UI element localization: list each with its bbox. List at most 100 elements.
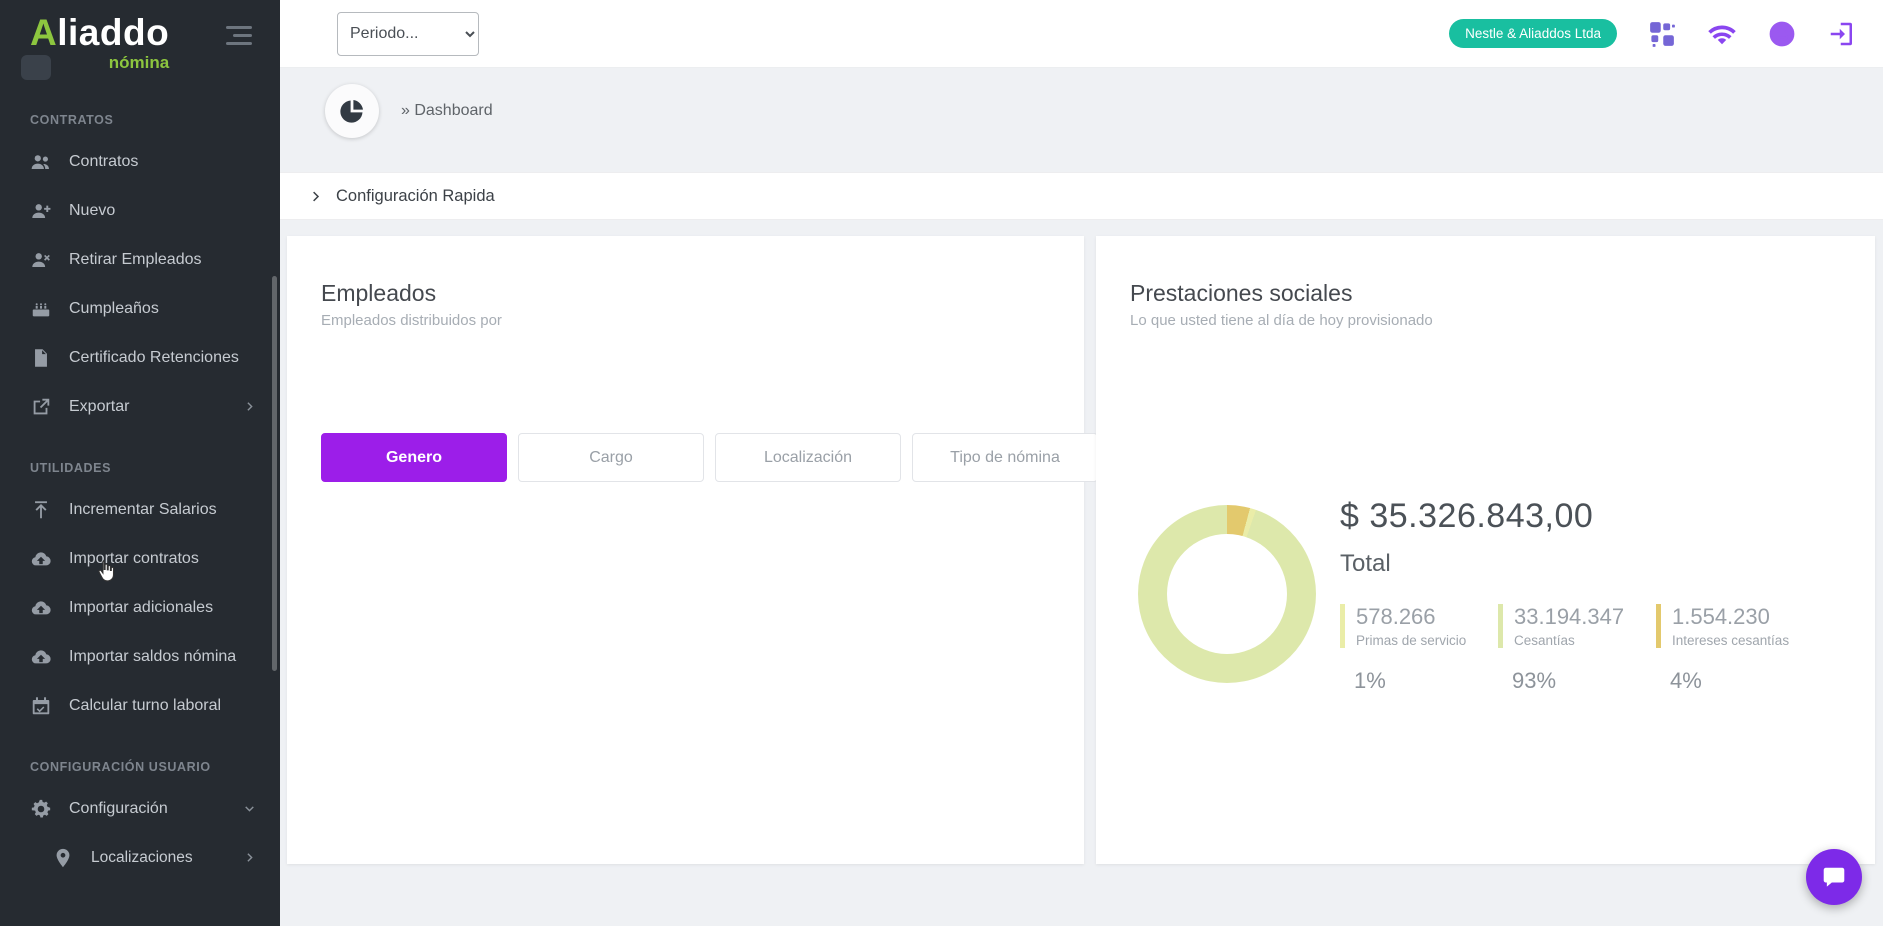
logout-icon[interactable] bbox=[1827, 19, 1857, 49]
section-utilidades: UTILIDADES Incrementar Salarios Importar… bbox=[0, 461, 280, 730]
stat-value: 1.554.230 bbox=[1672, 604, 1770, 629]
sidebar-item-label: Importar adicionales bbox=[69, 598, 214, 616]
sidebar-item-calcular-turno-laboral[interactable]: Calcular turno laboral bbox=[0, 681, 280, 730]
sidebar-nav: CONTRATOS Contratos Nuevo Retirar Emplea… bbox=[0, 113, 280, 882]
topbar-right: Nestle & Aliaddos Ltda bbox=[1449, 19, 1857, 49]
section-title-utilidades: UTILIDADES bbox=[30, 461, 111, 475]
sidebar-item-nuevo[interactable]: Nuevo bbox=[0, 186, 280, 235]
breadcrumb-row: » Dashboard bbox=[280, 68, 1883, 148]
stat-value: 33.194.347 bbox=[1514, 604, 1625, 629]
tab-cargo[interactable]: Cargo bbox=[518, 433, 704, 482]
stat-percent: 4% bbox=[1670, 668, 1702, 693]
apps-grid-icon[interactable] bbox=[1647, 19, 1677, 49]
company-badge[interactable]: Nestle & Aliaddos Ltda bbox=[1449, 19, 1617, 48]
sidebar-item-importar-saldos-nomina[interactable]: Importar saldos nómina bbox=[0, 632, 280, 681]
total-label: Total bbox=[1340, 550, 1391, 577]
prestaciones-title: Prestaciones sociales bbox=[1130, 280, 1353, 306]
chevron-down-icon bbox=[243, 802, 256, 815]
chevron-right-icon bbox=[308, 189, 323, 204]
sidebar-scrollbar[interactable] bbox=[272, 276, 277, 671]
sidebar-item-label: Importar contratos bbox=[69, 549, 199, 567]
app-logo[interactable]: Aliaddo nómina bbox=[30, 14, 169, 73]
sidebar-item-label: Calcular turno laboral bbox=[69, 696, 222, 714]
gear-icon bbox=[30, 798, 52, 820]
prestaciones-subtitle: Lo que usted tiene al día de hoy provisi… bbox=[1130, 312, 1433, 329]
sidebar-item-localizaciones[interactable]: Localizaciones bbox=[0, 833, 280, 882]
brand-rest: liaddo bbox=[57, 12, 170, 53]
stat-value: 578.266 bbox=[1356, 604, 1436, 629]
empleados-card: Empleados Empleados distribuidos por Gen… bbox=[287, 236, 1098, 864]
empleados-tabs: Genero Cargo Localización Tipo de nómina bbox=[321, 433, 1098, 482]
brand-initial: A bbox=[30, 12, 58, 53]
stat-top: 1.554.230 Intereses cesantías bbox=[1656, 604, 1814, 648]
stat-intereses-cesantias: 1.554.230 Intereses cesantías 4% bbox=[1656, 604, 1814, 694]
empleados-title: Empleados bbox=[321, 280, 437, 306]
tab-localizacion[interactable]: Localización bbox=[715, 433, 901, 482]
document-icon bbox=[30, 347, 52, 369]
dashboard-avatar[interactable] bbox=[325, 84, 379, 138]
tab-tipo-de-nomina[interactable]: Tipo de nómina bbox=[912, 433, 1098, 482]
sidebar-item-contratos[interactable]: Contratos bbox=[0, 137, 280, 186]
donut-chart bbox=[1138, 505, 1316, 683]
sidebar-item-importar-adicionales[interactable]: Importar adicionales bbox=[0, 583, 280, 632]
breadcrumb: » Dashboard bbox=[401, 102, 493, 119]
user-remove-icon bbox=[30, 249, 52, 271]
sidebar-toggle-icon[interactable] bbox=[226, 26, 252, 45]
sidebar: Aliaddo nómina CONTRATOS Contratos Nuevo bbox=[0, 0, 280, 926]
chat-fab-button[interactable] bbox=[1806, 849, 1862, 905]
chevron-right-icon bbox=[243, 851, 256, 864]
section-title-contratos: CONTRATOS bbox=[30, 113, 114, 127]
stat-cesantias: 33.194.347 Cesantías 93% bbox=[1498, 604, 1656, 694]
prestaciones-content: $ 35.326.843,00 Total 578.266 Primas de … bbox=[1130, 497, 1847, 694]
sidebar-item-label: Contratos bbox=[69, 152, 139, 170]
partial-item-icon bbox=[21, 55, 51, 80]
sidebar-item-configuracion[interactable]: Configuración bbox=[0, 784, 280, 833]
tab-genero[interactable]: Genero bbox=[321, 433, 507, 482]
sidebar-item-importar-contratos[interactable]: Importar contratos bbox=[0, 534, 280, 583]
user-plus-icon bbox=[30, 200, 52, 222]
quick-config-panel[interactable]: Configuración Rapida bbox=[280, 172, 1883, 220]
sidebar-item-incrementar-salarios[interactable]: Incrementar Salarios bbox=[0, 485, 280, 534]
stat-label: Intereses cesantías bbox=[1672, 633, 1790, 648]
sidebar-item-label: Importar saldos nómina bbox=[69, 647, 237, 665]
sidebar-item-retirar-empleados[interactable]: Retirar Empleados bbox=[0, 235, 280, 284]
stat-percent: 1% bbox=[1354, 668, 1386, 693]
main-area: Periodo... Nestle & Aliaddos Ltda » Dash… bbox=[280, 0, 1883, 926]
stat-percent: 93% bbox=[1512, 668, 1557, 693]
map-pin-icon bbox=[52, 847, 74, 869]
cloud-upload-icon bbox=[30, 646, 52, 668]
prestaciones-card: Prestaciones sociales Lo que usted tiene… bbox=[1096, 236, 1875, 864]
users-icon bbox=[30, 151, 52, 173]
sidebar-item-label: Retirar Empleados bbox=[69, 250, 202, 268]
cloud-upload-icon bbox=[30, 548, 52, 570]
arrow-up-icon bbox=[30, 499, 52, 521]
total-value: $ 35.326.843,00 bbox=[1340, 497, 1594, 535]
sidebar-item-cumpleanos[interactable]: Cumpleaños bbox=[0, 284, 280, 333]
feedback-smiley-icon[interactable] bbox=[1767, 19, 1797, 49]
stat-top: 33.194.347 Cesantías bbox=[1498, 604, 1656, 648]
chat-bubble-icon bbox=[1823, 867, 1845, 887]
sidebar-item-label: Localizaciones bbox=[91, 848, 193, 866]
sidebar-item-exportar[interactable]: Exportar bbox=[0, 382, 280, 431]
prestaciones-totals: $ 35.326.843,00 Total 578.266 Primas de … bbox=[1340, 497, 1814, 694]
section-configuracion-usuario: CONFIGURACIÓN USUARIO Configuración Loca… bbox=[0, 760, 280, 882]
wifi-icon[interactable] bbox=[1707, 19, 1737, 49]
sidebar-item-label: Configuración bbox=[69, 799, 168, 817]
logo-row: Aliaddo nómina bbox=[0, 0, 280, 73]
sidebar-item-certificado-retenciones[interactable]: Certificado Retenciones bbox=[0, 333, 280, 382]
birthday-cake-icon bbox=[30, 298, 52, 320]
sidebar-item-label: Nuevo bbox=[69, 201, 116, 219]
stat-label: Primas de servicio bbox=[1356, 633, 1467, 648]
calendar-check-icon bbox=[30, 695, 52, 717]
export-icon bbox=[30, 396, 52, 418]
cloud-upload-icon bbox=[30, 597, 52, 619]
sidebar-item-label: Certificado Retenciones bbox=[69, 348, 239, 366]
brand-subtitle: nómina bbox=[108, 53, 170, 72]
section-contratos: CONTRATOS Contratos Nuevo Retirar Emplea… bbox=[0, 113, 280, 431]
sidebar-item-label: Exportar bbox=[69, 397, 130, 415]
quick-config-label: Configuración Rapida bbox=[336, 186, 495, 205]
sidebar-item-label: Cumpleaños bbox=[69, 299, 159, 317]
period-select[interactable]: Periodo... bbox=[337, 11, 479, 56]
cards-row: Empleados Empleados distribuidos por Gen… bbox=[287, 236, 1875, 864]
